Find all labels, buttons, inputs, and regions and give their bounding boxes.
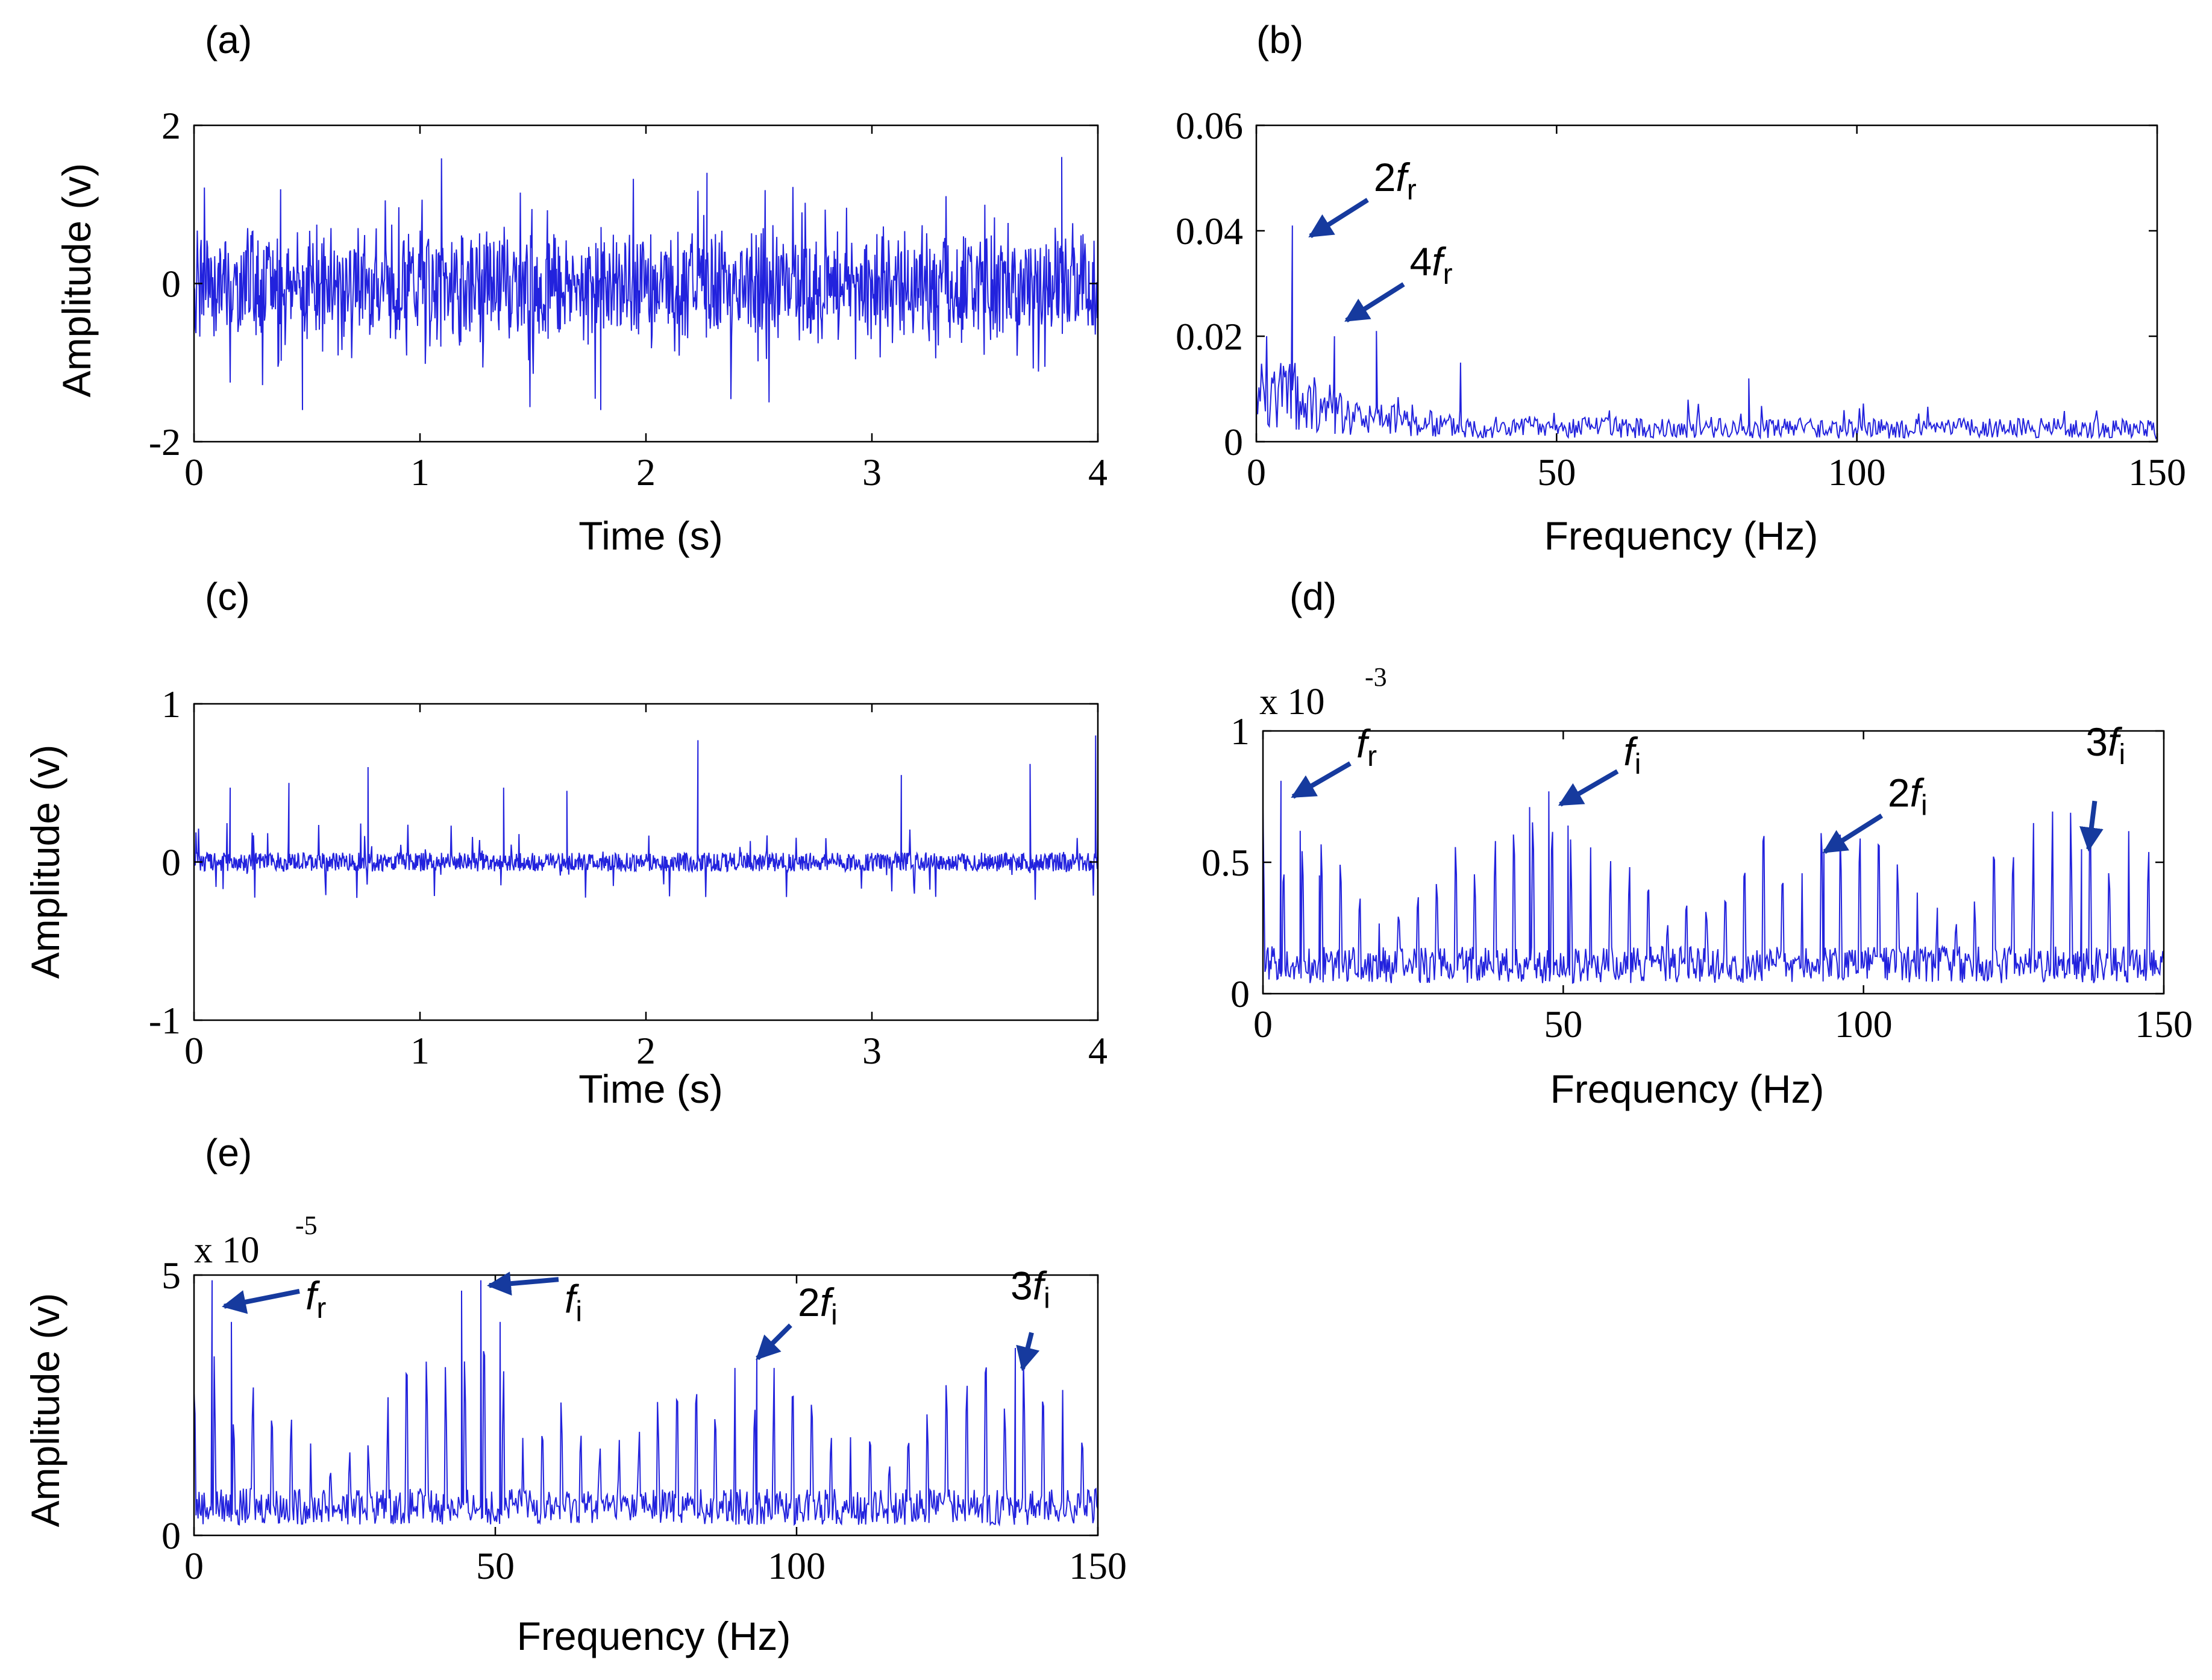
annotation-arrow-b [1308, 198, 1369, 239]
panel-tag-c: (c) [205, 575, 250, 618]
x-axis-label-d: Frequency (Hz) [1550, 1067, 1825, 1111]
axes-frame-b [1255, 124, 2158, 443]
y-tick-label-d: 1 [1230, 710, 1250, 753]
multiplier-d: x 10 [1259, 682, 1325, 722]
y-tick-label-e: 0 [161, 1514, 181, 1557]
multiplier-e: x 10 [194, 1230, 260, 1271]
plot-area-a: 0 1 2 3 4-202 [149, 104, 1108, 494]
x-tick-label-a: 1 [410, 451, 430, 494]
x-tick-label-a: 0 [184, 451, 204, 494]
y-tick-label-a: 0 [161, 263, 181, 306]
x-axis-label-c: Time (s) [578, 1067, 723, 1111]
panel-a: (a) Amplitude (v) Time (s) 0 1 2 3 4-202 [54, 18, 1108, 558]
x-tick-label-c: 0 [184, 1029, 204, 1072]
annotation-arrow-d [1822, 813, 1884, 854]
y-tick-label-b: 0 [1224, 421, 1243, 463]
annotation-label-e: 2fi [798, 1280, 838, 1331]
y-axis-label-c: Amplitude (v) [23, 745, 67, 979]
panel-tag-d: (d) [1289, 575, 1336, 618]
panel-c: (c) Amplitude (v) Time (s) 0 1 2 3 4-101 [23, 575, 1108, 1111]
y-axis-label-e: Amplitude (v) [23, 1293, 67, 1528]
x-tick-label-c: 2 [636, 1029, 656, 1072]
y-tick-label-d: 0.5 [1202, 841, 1250, 884]
annotation-label-e: fi [565, 1276, 582, 1327]
annotation-label-b: 2fr [1374, 155, 1417, 206]
series-line-c [193, 735, 1098, 900]
plot-area-d: 0 50 100 150 0 0.5 1 fr fi 2fi 3fi [1202, 710, 2193, 1045]
y-tick-label-b: 0.06 [1176, 104, 1243, 147]
annotation-arrow-d [1291, 761, 1352, 799]
x-tick-label-d: 0 [1253, 1003, 1273, 1045]
x-tick-label-b: 0 [1247, 451, 1266, 494]
y-tick-label-a: 2 [161, 104, 181, 147]
panel-d: (d) x 10 -3 Frequency (Hz) 0 50 100 150 0 0.5… [1202, 575, 2193, 1111]
annotation-arrow-d [2079, 800, 2104, 852]
y-tick-label-c: -1 [149, 999, 181, 1042]
annotation-label-e: fr [305, 1273, 326, 1324]
y-tick-label-b: 0.04 [1176, 210, 1243, 252]
plot-area-e: 0 50 100 150 0 5 fr fi 2fi 3fi [161, 1254, 1127, 1587]
annotation-label-d: 3fi [2085, 719, 2125, 771]
x-axis-label-b: Frequency (Hz) [1544, 513, 1819, 558]
panel-b: (b) Frequency (Hz) 0 50 100 150 0 0.02 0.04 0.0… [1176, 18, 2186, 558]
x-tick-label-b: 150 [2128, 451, 2186, 494]
x-tick-label-b: 100 [1828, 451, 1886, 494]
y-tick-label-b: 0.02 [1176, 315, 1243, 358]
annotation-label-d: fr [1356, 721, 1377, 773]
x-tick-label-b: 50 [1537, 451, 1576, 494]
series-line-b [1256, 225, 2158, 440]
panel-e: (e) x 10 -5 Amplitude (v) Frequency (Hz)… [23, 1131, 1127, 1658]
x-tick-label-e: 100 [768, 1544, 826, 1587]
annotation-arrow-b [1344, 282, 1405, 323]
series-line-a [193, 157, 1098, 410]
y-tick-label-d: 0 [1230, 973, 1250, 1015]
x-tick-label-d: 100 [1835, 1003, 1893, 1045]
annotation-arrow-e [756, 1323, 792, 1361]
annotation-label-d: 2fi [1888, 771, 1928, 822]
x-tick-label-d: 50 [1544, 1003, 1582, 1045]
series-line-e [193, 1280, 1098, 1527]
plot-area-b: 0 50 100 150 0 0.02 0.04 0.06 2fr 4fr [1176, 104, 2186, 494]
annotation-arrow-e [487, 1271, 559, 1296]
annotation-arrow-e [222, 1288, 300, 1314]
x-tick-label-c: 3 [862, 1029, 882, 1072]
y-axis-label-a: Amplitude (v) [54, 163, 99, 398]
x-tick-label-e: 150 [1069, 1544, 1127, 1587]
x-tick-label-a: 3 [862, 451, 882, 494]
series-line-d [1262, 780, 2164, 984]
y-tick-label-e: 5 [161, 1254, 181, 1297]
panel-tag-b: (b) [1256, 18, 1303, 61]
annotation-label-e: 3fi [1010, 1264, 1050, 1315]
x-tick-label-e: 0 [184, 1544, 204, 1587]
annotation-arrow-d [1558, 769, 1619, 807]
x-tick-label-a: 4 [1088, 451, 1108, 494]
x-axis-label-a: Time (s) [578, 513, 723, 558]
y-tick-label-c: 0 [161, 841, 181, 884]
x-tick-label-a: 2 [636, 451, 656, 494]
x-tick-label-d: 150 [2135, 1003, 2193, 1045]
plot-area-c: 0 1 2 3 4-101 [149, 683, 1108, 1072]
x-tick-label-c: 1 [410, 1029, 430, 1072]
y-tick-label-a: -2 [149, 421, 181, 463]
x-tick-label-c: 4 [1088, 1029, 1108, 1072]
axes-frame-e [193, 1274, 1099, 1537]
panel-tag-e: (e) [205, 1131, 252, 1174]
x-axis-label-e: Frequency (Hz) [517, 1614, 791, 1658]
multiplier-exp-e: -5 [295, 1211, 318, 1240]
panel-tag-a: (a) [205, 18, 252, 61]
multiplier-exp-d: -3 [1365, 662, 1387, 692]
annotation-label-b: 4fr [1410, 239, 1453, 290]
x-tick-label-e: 50 [476, 1544, 515, 1587]
annotation-arrow-e [1016, 1332, 1040, 1371]
annotation-label-d: fi [1623, 729, 1641, 780]
y-tick-label-c: 1 [161, 683, 181, 726]
